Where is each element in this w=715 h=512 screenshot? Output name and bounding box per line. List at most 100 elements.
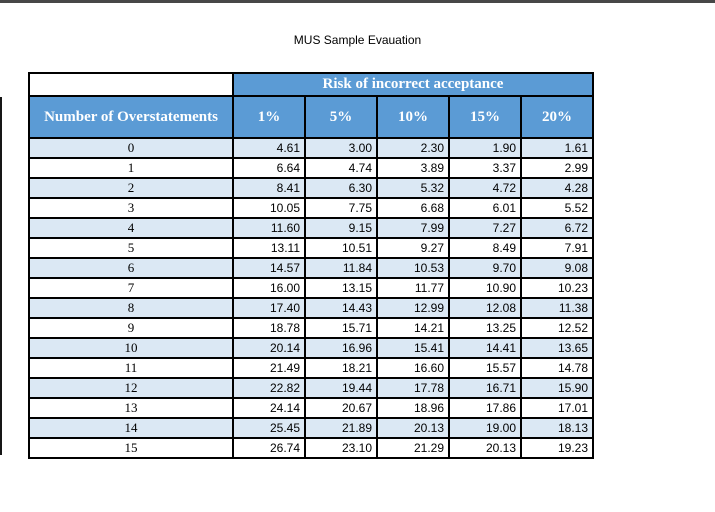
row-label-cell: 14 xyxy=(28,417,234,439)
value-cell: 15.90 xyxy=(520,377,594,399)
row-label-cell: 6 xyxy=(28,257,234,279)
value-cell: 9.70 xyxy=(448,257,522,279)
value-cell: 18.96 xyxy=(376,397,450,419)
value-cell: 13.15 xyxy=(304,277,378,299)
value-cell: 19.23 xyxy=(520,437,594,459)
value-cell: 20.14 xyxy=(232,337,306,359)
value-cell: 26.74 xyxy=(232,437,306,459)
value-cell: 4.72 xyxy=(448,177,522,199)
value-cell: 17.40 xyxy=(232,297,306,319)
value-cell: 14.78 xyxy=(520,357,594,379)
value-cell: 10.23 xyxy=(520,277,594,299)
value-cell: 22.82 xyxy=(232,377,306,399)
table-row: 6 14.57 11.84 10.53 9.70 9.08 xyxy=(28,257,594,279)
row-label-cell: 8 xyxy=(28,297,234,319)
row-label-cell: 4 xyxy=(28,217,234,239)
table-row: 9 18.78 15.71 14.21 13.25 12.52 xyxy=(28,317,594,339)
value-cell: 16.71 xyxy=(448,377,522,399)
value-cell: 8.41 xyxy=(232,177,306,199)
value-cell: 3.37 xyxy=(448,157,522,179)
value-cell: 13.25 xyxy=(448,317,522,339)
page-title: MUS Sample Evauation xyxy=(293,33,422,47)
row-label-cell: 15 xyxy=(28,437,234,459)
corner-cell xyxy=(28,72,234,97)
table-row: 10 20.14 16.96 15.41 14.41 13.65 xyxy=(28,337,594,359)
value-cell: 18.21 xyxy=(304,357,378,379)
value-cell: 6.30 xyxy=(304,177,378,199)
col-header-1pct: 1% xyxy=(232,95,306,139)
value-cell: 1.90 xyxy=(448,137,522,159)
value-cell: 10.05 xyxy=(232,197,306,219)
table-row: 4 11.60 9.15 7.99 7.27 6.72 xyxy=(28,217,594,239)
table-row: 1 6.64 4.74 3.89 3.37 2.99 xyxy=(28,157,594,179)
row-label-cell: 12 xyxy=(28,377,234,399)
value-cell: 16.96 xyxy=(304,337,378,359)
table-row: 11 21.49 18.21 16.60 15.57 14.78 xyxy=(28,357,594,379)
column-header-row: Number of Overstatements 1% 5% 10% 15% 2… xyxy=(28,95,594,139)
value-cell: 19.00 xyxy=(448,417,522,439)
value-cell: 11.38 xyxy=(520,297,594,319)
value-cell: 4.74 xyxy=(304,157,378,179)
value-cell: 2.99 xyxy=(520,157,594,179)
value-cell: 11.60 xyxy=(232,217,306,239)
row-label-cell: 5 xyxy=(28,237,234,259)
value-cell: 7.99 xyxy=(376,217,450,239)
mus-evaluation-table: Risk of incorrect acceptance Number of O… xyxy=(28,72,594,459)
value-cell: 11.84 xyxy=(304,257,378,279)
value-cell: 21.49 xyxy=(232,357,306,379)
value-cell: 3.89 xyxy=(376,157,450,179)
table-row: 14 25.45 21.89 20.13 19.00 18.13 xyxy=(28,417,594,439)
table-row: 8 17.40 14.43 12.99 12.08 11.38 xyxy=(28,297,594,319)
value-cell: 4.28 xyxy=(520,177,594,199)
value-cell: 18.78 xyxy=(232,317,306,339)
page-top-rule xyxy=(0,0,715,3)
value-cell: 14.21 xyxy=(376,317,450,339)
value-cell: 12.99 xyxy=(376,297,450,319)
value-cell: 15.71 xyxy=(304,317,378,339)
value-cell: 9.15 xyxy=(304,217,378,239)
table-row: 5 13.11 10.51 9.27 8.49 7.91 xyxy=(28,237,594,259)
value-cell: 13.11 xyxy=(232,237,306,259)
value-cell: 14.57 xyxy=(232,257,306,279)
value-cell: 10.90 xyxy=(448,277,522,299)
value-cell: 20.13 xyxy=(376,417,450,439)
value-cell: 14.41 xyxy=(448,337,522,359)
value-cell: 13.65 xyxy=(520,337,594,359)
row-label-cell: 13 xyxy=(28,397,234,419)
value-cell: 25.45 xyxy=(232,417,306,439)
value-cell: 11.77 xyxy=(376,277,450,299)
row-label-cell: 2 xyxy=(28,177,234,199)
value-cell: 2.30 xyxy=(376,137,450,159)
value-cell: 10.51 xyxy=(304,237,378,259)
col-header-10pct: 10% xyxy=(376,95,450,139)
col-header-5pct: 5% xyxy=(304,95,378,139)
row-label-cell: 7 xyxy=(28,277,234,299)
table-row: 0 4.61 3.00 2.30 1.90 1.61 xyxy=(28,137,594,159)
value-cell: 5.32 xyxy=(376,177,450,199)
value-cell: 18.13 xyxy=(520,417,594,439)
value-cell: 21.89 xyxy=(304,417,378,439)
value-cell: 19.44 xyxy=(304,377,378,399)
value-cell: 7.27 xyxy=(448,217,522,239)
value-cell: 12.08 xyxy=(448,297,522,319)
value-cell: 12.52 xyxy=(520,317,594,339)
value-cell: 3.00 xyxy=(304,137,378,159)
value-cell: 23.10 xyxy=(304,437,378,459)
row-label-cell: 10 xyxy=(28,337,234,359)
value-cell: 7.75 xyxy=(304,197,378,219)
group-header-cell: Risk of incorrect acceptance xyxy=(232,72,594,97)
value-cell: 5.52 xyxy=(520,197,594,219)
table-row: 12 22.82 19.44 17.78 16.71 15.90 xyxy=(28,377,594,399)
table-body: 0 4.61 3.00 2.30 1.90 1.61 1 6.64 4.74 3.89 3.37 2.… xyxy=(28,137,594,459)
col-header-20pct: 20% xyxy=(520,95,594,139)
value-cell: 7.91 xyxy=(520,237,594,259)
value-cell: 9.27 xyxy=(376,237,450,259)
value-cell: 10.53 xyxy=(376,257,450,279)
value-cell: 21.29 xyxy=(376,437,450,459)
value-cell: 6.64 xyxy=(232,157,306,179)
value-cell: 6.68 xyxy=(376,197,450,219)
col-header-15pct: 15% xyxy=(448,95,522,139)
table-row: 3 10.05 7.75 6.68 6.01 5.52 xyxy=(28,197,594,219)
value-cell: 6.01 xyxy=(448,197,522,219)
row-label-cell: 0 xyxy=(28,137,234,159)
